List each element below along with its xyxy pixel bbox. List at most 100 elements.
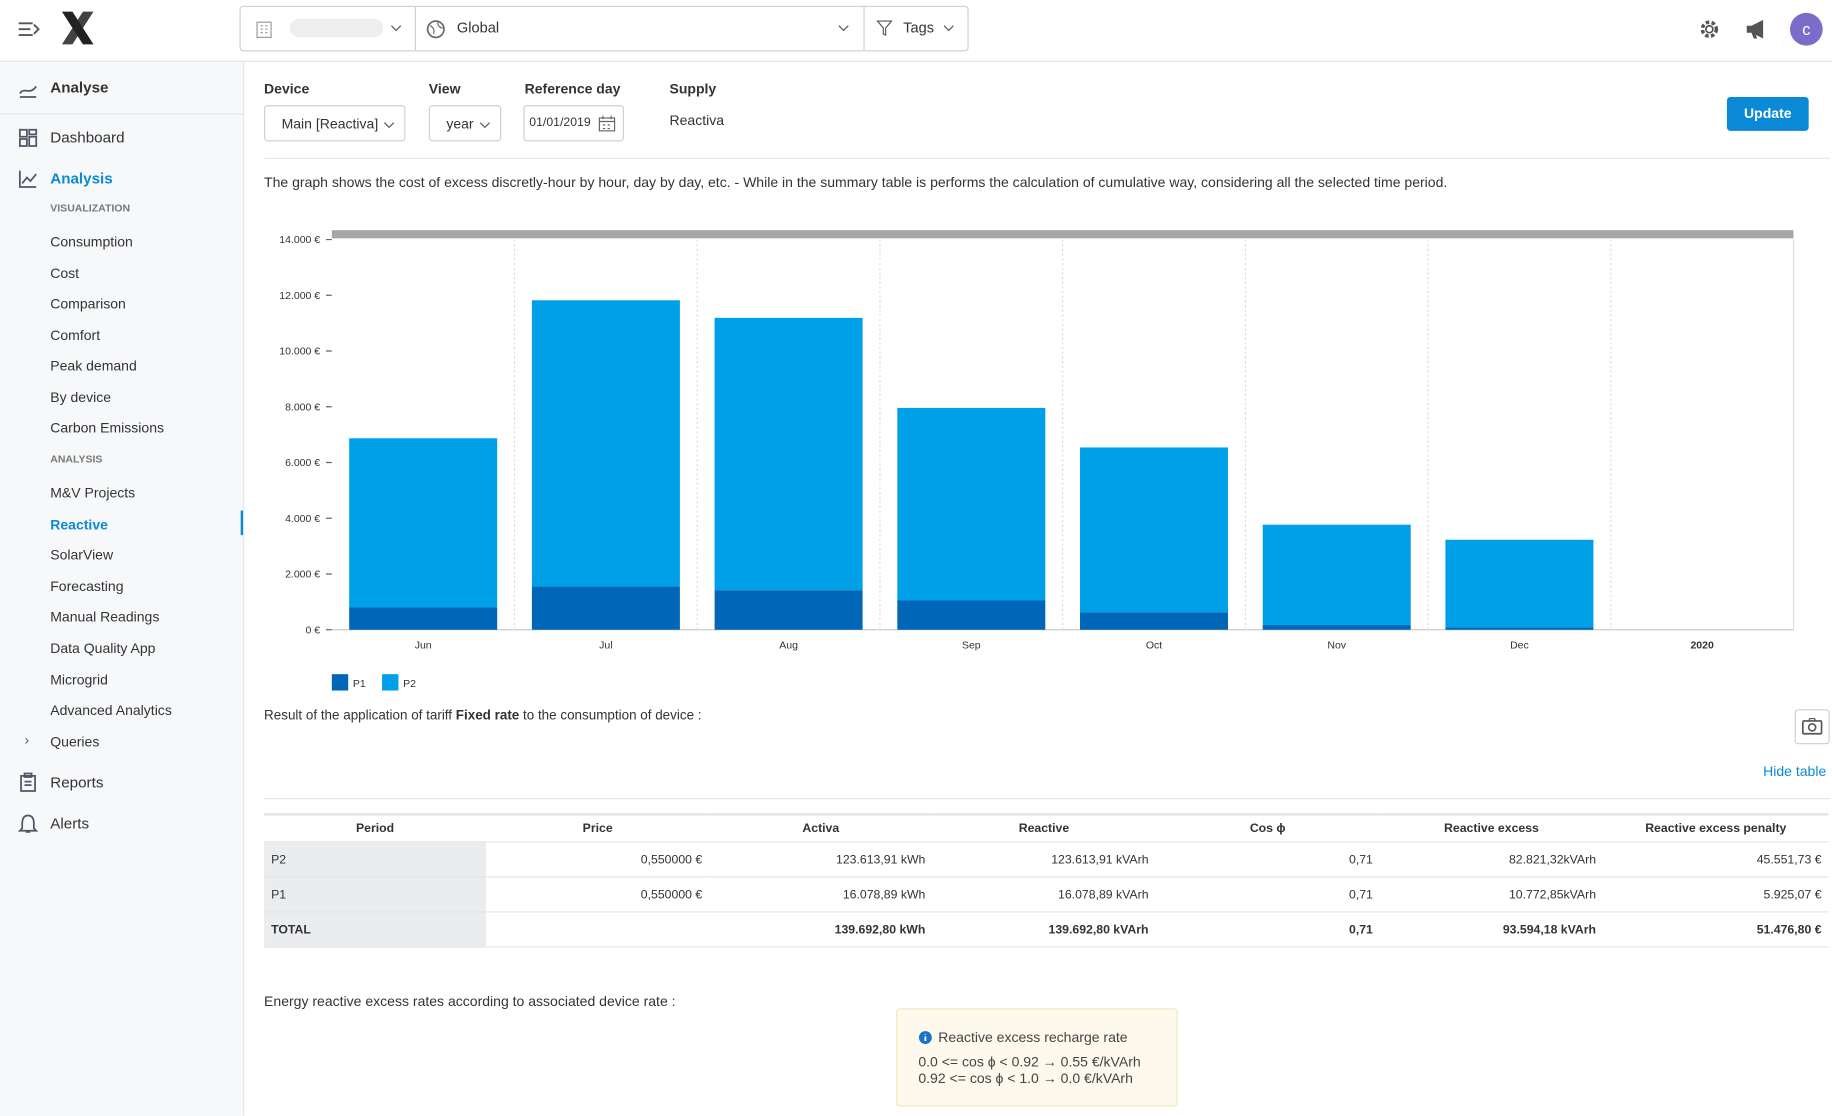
table-cell: 0,550000 € xyxy=(486,841,710,878)
separator xyxy=(264,157,1830,159)
nav-item[interactable]: Cost xyxy=(50,264,80,282)
bar xyxy=(1262,625,1411,630)
nav-item[interactable]: Data Quality App xyxy=(50,640,156,657)
chart: 0 € 2.000 € 4.000 € 6.000 € 8.000 € 10.000 € 1… xyxy=(279,230,1795,691)
table-cell: 139.692,80 kWh xyxy=(709,911,933,948)
nav-item[interactable]: Forecasting xyxy=(50,578,124,595)
header-cell: Cos ϕ xyxy=(1155,813,1380,843)
x-tick-label: Jul xyxy=(599,639,612,651)
x-tick-label: Jun xyxy=(415,639,432,651)
nav-item[interactable]: Alerts xyxy=(50,814,90,832)
result-text: Result of the application of tariff Fixe… xyxy=(264,709,701,723)
nav-item[interactable]: Analysis xyxy=(50,169,113,187)
nav-icon xyxy=(17,814,39,833)
supply-label: Supply xyxy=(669,80,717,97)
icon-path xyxy=(18,170,37,188)
icon-path xyxy=(17,814,39,833)
nav-icon xyxy=(20,772,36,792)
tags-label[interactable]: Tags xyxy=(903,19,935,37)
globe-icon xyxy=(426,20,445,39)
table-cell: 93.594,18 kVArh xyxy=(1379,911,1604,948)
nav-item[interactable]: Microgrid xyxy=(50,671,108,688)
nav-item[interactable]: Consumption xyxy=(50,233,133,251)
header-cell: Reactive excess xyxy=(1379,813,1604,843)
nav-icon xyxy=(18,170,37,188)
bar xyxy=(714,317,863,591)
menu-toggle[interactable] xyxy=(16,19,42,40)
chevron xyxy=(943,25,954,32)
icon-path xyxy=(19,85,37,98)
nav-item[interactable]: Queries xyxy=(50,733,100,751)
table-cell: P1 xyxy=(264,876,487,913)
nav-item[interactable]: By device xyxy=(50,388,112,405)
nav-item[interactable]: Advanced Analytics xyxy=(50,702,172,719)
table-cell: P2 xyxy=(264,841,487,878)
legend-label: P1 xyxy=(353,678,366,690)
bar xyxy=(1080,612,1229,630)
nav-item[interactable]: SolarView xyxy=(50,547,114,564)
screenshot-button[interactable] xyxy=(1794,709,1830,745)
chevron xyxy=(391,25,402,32)
y-tick-label: 14.000 € xyxy=(279,234,320,246)
table-row: P2 0,550000 €123.613,91 kWh 123.613,91 kVA… xyxy=(264,841,1829,878)
device-label: Device xyxy=(264,80,310,97)
nav-item[interactable]: Carbon Emissions xyxy=(50,419,165,436)
x-tick-label: Dec xyxy=(1510,639,1529,651)
bar xyxy=(897,600,1046,630)
plot-top-band xyxy=(331,230,1794,239)
logo[interactable] xyxy=(58,9,98,46)
bar xyxy=(349,607,498,630)
divider xyxy=(414,7,416,51)
nav-icon xyxy=(19,85,37,98)
y-tick-label: 10.000 € xyxy=(279,346,320,358)
y-tick-label: 6.000 € xyxy=(285,457,320,469)
table-cell: 45.551,73 € xyxy=(1603,841,1829,878)
camera-icon xyxy=(1802,717,1823,735)
table-cell: 10.772,85kVArh xyxy=(1379,876,1604,913)
avatar[interactable]: c xyxy=(1789,12,1823,46)
x-tick-label: Nov xyxy=(1327,639,1346,651)
rates-title: Reactive excess recharge rate xyxy=(938,1029,1128,1046)
device-value: Main [Reactiva] xyxy=(281,115,379,133)
y-tick-label: 12.000 € xyxy=(279,290,320,302)
hide-table-link[interactable]: Hide table xyxy=(1763,762,1827,780)
table-cell: 123.613,91 kVArh xyxy=(932,841,1156,878)
y-tick-label: 0 € xyxy=(306,624,321,636)
device-select[interactable]: Main [Reactiva] xyxy=(264,105,406,142)
nav-item[interactable]: Peak demand xyxy=(50,357,137,374)
nav-item[interactable]: Reports xyxy=(50,773,104,792)
announce-icon[interactable] xyxy=(1744,18,1770,41)
view-select[interactable]: year xyxy=(428,105,502,142)
legend-swatch xyxy=(331,674,349,691)
scope-selector[interactable]: Global Tags xyxy=(239,5,969,52)
bar xyxy=(1445,627,1594,630)
view-value: year xyxy=(446,115,474,133)
table-cell: 5.925,07 € xyxy=(1603,876,1829,913)
nav-item[interactable]: Manual Readings xyxy=(50,609,160,626)
info-icon xyxy=(918,1031,932,1044)
divider xyxy=(863,7,865,51)
nav-item[interactable]: Reactive xyxy=(50,515,108,533)
settings-icon[interactable] xyxy=(1698,18,1721,41)
separator xyxy=(0,113,244,115)
header-row: Period Price Activa Reactive Cos ϕ Reactive e… xyxy=(264,813,1829,843)
reference-input[interactable]: 01/01/2019 xyxy=(523,105,624,142)
update-button[interactable]: Update xyxy=(1726,96,1809,131)
separator xyxy=(264,798,1830,800)
x-tick-label: Aug xyxy=(779,639,798,651)
nav-item[interactable]: M&V Projects xyxy=(50,484,136,502)
blurred-org xyxy=(289,18,384,38)
table-cell: 0,71 xyxy=(1155,911,1380,948)
description: The graph shows the cost of excess discr… xyxy=(264,174,1448,191)
rates-box: Reactive excess recharge rate 0.0 <= cos… xyxy=(896,1008,1178,1107)
x-tick-label: Sep xyxy=(962,639,981,651)
calendar-icon xyxy=(598,115,616,132)
expander: › xyxy=(24,731,30,748)
table-cell: 16.078,89 kVArh xyxy=(932,876,1156,913)
nav-item[interactable]: Comparison xyxy=(50,295,126,312)
building-icon xyxy=(256,21,272,38)
nav-item[interactable]: Comfort xyxy=(50,326,101,343)
x-tick-label: 2020 xyxy=(1690,639,1714,651)
